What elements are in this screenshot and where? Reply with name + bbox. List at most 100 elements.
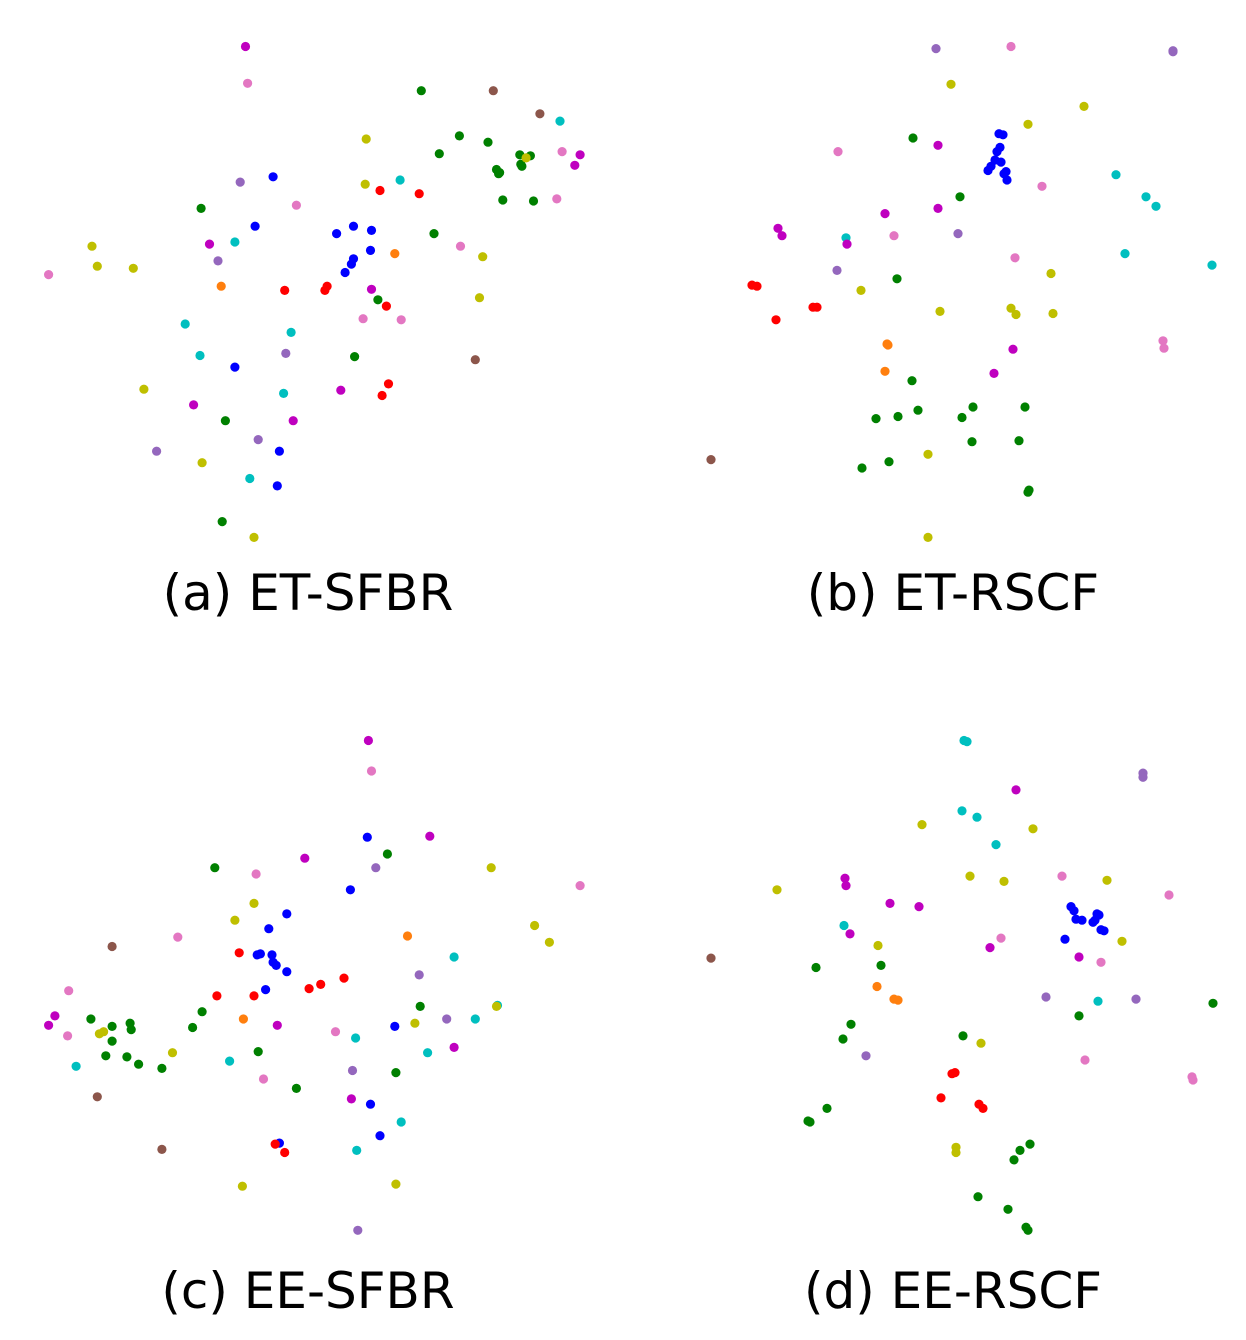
point-class-2-15 bbox=[373, 295, 383, 305]
point-class-8-0 bbox=[243, 78, 253, 88]
point-class-2-1 bbox=[955, 192, 965, 202]
point-class-4-5 bbox=[1207, 260, 1217, 270]
point-class-2-7 bbox=[101, 1051, 111, 1061]
point-class-6-0 bbox=[946, 79, 956, 89]
point-class-4-1 bbox=[395, 175, 405, 185]
scatter-plot-d bbox=[706, 735, 1218, 1235]
point-class-9-4 bbox=[832, 265, 842, 275]
point-class-0-10 bbox=[999, 169, 1009, 179]
point-class-2-0 bbox=[382, 849, 392, 859]
point-class-5-6 bbox=[189, 400, 199, 410]
point-class-5-6 bbox=[1008, 344, 1018, 354]
point-class-6-4 bbox=[544, 937, 555, 947]
point-class-8-2 bbox=[552, 194, 562, 204]
point-class-0-11 bbox=[390, 1021, 400, 1031]
point-class-6-3 bbox=[965, 871, 975, 881]
point-class-9-2 bbox=[281, 348, 291, 358]
point-class-2-1 bbox=[454, 131, 464, 141]
point-class-2-3 bbox=[434, 149, 444, 159]
point-class-3-6 bbox=[383, 379, 394, 389]
point-class-2-6 bbox=[871, 414, 881, 424]
point-class-6-8 bbox=[99, 1027, 109, 1037]
point-class-7-2 bbox=[470, 355, 480, 365]
point-class-6-2 bbox=[772, 885, 782, 895]
point-class-8-2 bbox=[996, 933, 1006, 943]
point-class-0-7 bbox=[1088, 917, 1098, 927]
point-class-2-9 bbox=[822, 1103, 832, 1113]
point-class-5-0 bbox=[363, 735, 373, 746]
caption-c: (c) EE-SFBR bbox=[161, 1262, 455, 1320]
point-class-6-0 bbox=[486, 863, 496, 873]
scatter-plot-b bbox=[706, 41, 1217, 542]
point-class-0-12 bbox=[365, 1099, 376, 1109]
point-class-4-6 bbox=[279, 388, 289, 398]
point-class-2-13 bbox=[857, 463, 867, 473]
point-class-2-3 bbox=[1074, 1011, 1084, 1021]
point-class-9-2 bbox=[442, 1014, 452, 1024]
panel-c: (c) EE-SFBR bbox=[30, 722, 586, 1322]
point-class-8-4 bbox=[64, 986, 74, 996]
point-class-8-4 bbox=[1080, 1055, 1090, 1065]
point-class-3-5 bbox=[381, 301, 391, 311]
point-class-2-13 bbox=[973, 1192, 983, 1202]
point-class-6-5 bbox=[491, 1001, 502, 1011]
point-class-6-10 bbox=[923, 532, 933, 542]
point-class-0-11 bbox=[272, 481, 282, 491]
point-class-2-5 bbox=[838, 1034, 848, 1044]
point-class-0-9 bbox=[1099, 926, 1109, 936]
point-class-2-2 bbox=[86, 1014, 96, 1024]
point-class-2-8 bbox=[805, 1117, 815, 1127]
point-class-2-10 bbox=[1025, 1139, 1035, 1149]
point-class-2-9 bbox=[1020, 402, 1030, 412]
point-class-5-3 bbox=[50, 1011, 60, 1021]
point-class-1-0 bbox=[402, 931, 413, 941]
point-class-8-4 bbox=[1010, 253, 1020, 263]
point-class-5-7 bbox=[346, 1094, 356, 1104]
point-class-2-15 bbox=[1023, 487, 1033, 497]
point-class-5-7 bbox=[1074, 952, 1084, 962]
point-class-6-0 bbox=[361, 134, 371, 144]
point-class-2-13 bbox=[498, 195, 508, 205]
point-class-2-0 bbox=[876, 960, 886, 970]
point-class-3-4 bbox=[322, 281, 332, 291]
point-class-2-18 bbox=[217, 517, 227, 527]
point-class-8-6 bbox=[358, 314, 368, 324]
point-class-5-4 bbox=[914, 902, 924, 912]
point-class-3-1 bbox=[752, 281, 762, 291]
point-class-4-3 bbox=[180, 319, 190, 329]
point-class-8-7 bbox=[258, 1074, 269, 1084]
scatter-plot-c bbox=[44, 735, 585, 1235]
point-class-6-8 bbox=[976, 1038, 986, 1048]
point-class-0-5 bbox=[255, 949, 265, 959]
point-class-5-7 bbox=[288, 416, 298, 426]
point-class-6-9 bbox=[167, 1048, 178, 1058]
point-class-9-4 bbox=[152, 446, 162, 456]
panel-a: (a) ET-SFBR bbox=[30, 28, 586, 628]
point-class-2-9 bbox=[134, 1059, 144, 1069]
caption-a: (a) ET-SFBR bbox=[162, 564, 454, 622]
point-class-0-10 bbox=[1060, 934, 1070, 944]
point-class-4-1 bbox=[1111, 170, 1121, 180]
point-class-6-5 bbox=[935, 306, 945, 316]
point-class-5-4 bbox=[366, 284, 377, 294]
point-class-6-1 bbox=[1023, 119, 1033, 129]
point-class-0-10 bbox=[274, 446, 284, 456]
point-class-6-3 bbox=[856, 285, 866, 295]
point-class-2-14 bbox=[253, 1047, 263, 1057]
point-class-2-14 bbox=[528, 196, 539, 206]
point-class-4-3 bbox=[972, 812, 982, 822]
point-class-6-4 bbox=[92, 261, 102, 271]
point-class-6-8 bbox=[139, 384, 149, 394]
point-class-0-1 bbox=[345, 885, 355, 895]
point-class-8-6 bbox=[1159, 343, 1169, 353]
point-class-6-8 bbox=[1048, 308, 1058, 319]
point-class-8-6 bbox=[1188, 1075, 1198, 1085]
point-class-8-1 bbox=[1164, 890, 1174, 900]
point-class-3-3 bbox=[304, 984, 314, 994]
point-class-2-0 bbox=[416, 86, 426, 96]
point-class-2-17 bbox=[220, 416, 230, 426]
point-class-0-3 bbox=[1077, 915, 1087, 925]
point-class-5-2 bbox=[570, 160, 580, 170]
point-class-3-7 bbox=[280, 1147, 290, 1158]
point-class-2-8 bbox=[122, 1052, 132, 1062]
